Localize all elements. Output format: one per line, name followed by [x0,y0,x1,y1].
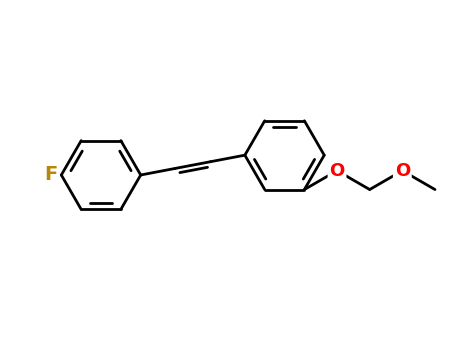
Text: O: O [329,162,344,180]
Text: F: F [44,166,57,184]
Text: O: O [394,162,410,180]
